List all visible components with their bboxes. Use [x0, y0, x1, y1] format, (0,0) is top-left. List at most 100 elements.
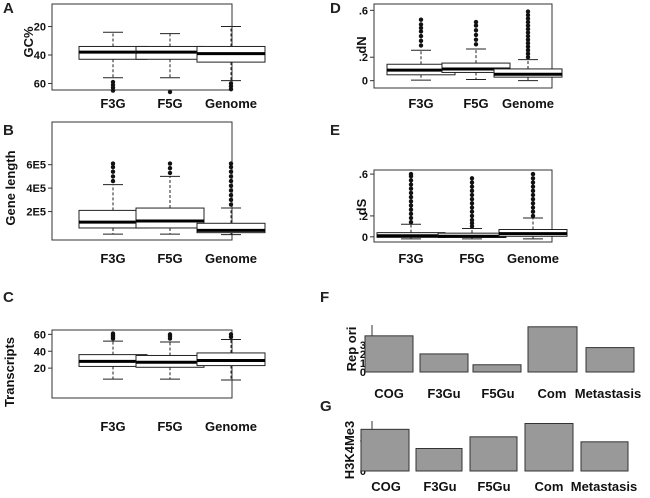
panel-b-ytick-label: 2E5 [26, 207, 46, 219]
panel-e-ytick-label: 0 [362, 232, 368, 244]
panel-b-ytick-label: 6E5 [26, 160, 46, 172]
panel-e-ytick-label: .6 [359, 169, 368, 181]
panel-d-ylabel: dN [354, 36, 369, 53]
panel-d-outlier [473, 32, 479, 38]
panel-e-outlier [408, 178, 414, 183]
panel-e-outlier [408, 171, 414, 177]
panel-f-ylabel: Rep ori [344, 327, 359, 372]
panel-e-outlier [408, 199, 414, 204]
panel-e-frame [373, 169, 553, 243]
panel-e-outlier [469, 217, 475, 223]
panel-c-outlier [110, 331, 116, 336]
panel-d-outlier [418, 25, 424, 31]
panel-b-box [135, 207, 205, 229]
panel-e-outlier [530, 176, 536, 181]
panel-b-outlier [228, 169, 234, 174]
panel-d-category-label: F5G [463, 96, 488, 111]
panel-e-outlier [408, 215, 414, 221]
panel-d-outlier [473, 19, 479, 25]
panel-d-outlier [525, 12, 531, 18]
panel-b-outlier [228, 164, 234, 170]
panel-a-outlier [228, 86, 234, 92]
panel-b-outlier [228, 197, 234, 203]
panel-b-category-label: Genome [205, 251, 257, 266]
panel-e-outlier [408, 203, 414, 208]
panel-f-category-label: F3Gu [427, 386, 460, 401]
panel-f-ytick-label: 2 [360, 349, 366, 361]
panel-f-bar [527, 326, 578, 373]
panel-d-outlier [525, 23, 531, 28]
panel-b-outlier [228, 161, 234, 166]
panel-d-outlier [418, 38, 424, 44]
panel-d-outlier [525, 47, 531, 53]
panel-b-outlier [228, 178, 234, 184]
panel-d-outlier [525, 9, 531, 14]
panel-e-outlier [530, 209, 536, 214]
panel-g-bar [415, 448, 463, 472]
panel-a-category-label: Genome [205, 96, 257, 111]
panel-b-ylabel: Gene length [3, 150, 18, 225]
panel-c-ytick-label: 20 [34, 363, 46, 375]
panel-e-outlier [469, 201, 475, 206]
panel-c-ytick-label: 40 [34, 346, 46, 358]
panel-e-outlier [530, 201, 536, 206]
panel-b-outlier [167, 166, 173, 171]
panel-e-outlier [469, 209, 475, 214]
panel-g-ytick-label: 0 [360, 466, 366, 478]
panel-d-outlier [473, 28, 479, 33]
panel-d-category-label: F3G [408, 96, 433, 111]
panel-c-category-label: F5G [157, 419, 182, 434]
panel-g-bar [469, 436, 518, 472]
panel-e-outlier [408, 211, 414, 217]
panel-c-category-label: F3G [100, 419, 125, 434]
panel-b-label: B [3, 122, 14, 139]
panel-e-label: E [330, 122, 340, 139]
panel-b-outlier [228, 183, 234, 188]
panel-d-ytick-label: .6 [359, 5, 368, 17]
panel-e-ylabel: dS [354, 198, 369, 215]
panel-e-outlier [469, 196, 475, 202]
panel-f-bar [364, 335, 414, 373]
panel-e-category-label: F5G [459, 251, 484, 266]
panel-c-outlier [167, 332, 173, 337]
panel-e-outlier [408, 190, 414, 196]
panel-b-outlier [228, 192, 234, 198]
panel-b-outlier [110, 164, 116, 170]
panel-d-ytick-label: 0 [362, 76, 368, 88]
panel-d-outlier [525, 30, 531, 35]
panel-d-outlier [418, 22, 424, 27]
panel-d-outlier [525, 37, 531, 42]
panel-c-ylabel: Transcripts [2, 337, 17, 407]
panel-d-category-label: Genome [502, 96, 554, 111]
panel-e-category-label: Genome [507, 251, 559, 266]
panel-e-outlier [530, 171, 536, 177]
panel-b-ytick-label: 4E5 [26, 183, 46, 195]
panel-f-ytick-label: 3 [360, 340, 366, 352]
panel-f-category-label: COG [374, 386, 404, 401]
panel-f-category-label: Metastasis [575, 386, 641, 401]
panel-d-frame [373, 3, 553, 89]
panel-e-outlier [469, 224, 475, 229]
panel-e-outlier [530, 180, 536, 185]
panel-e-outlier [408, 207, 414, 212]
panel-b-outlier [110, 161, 116, 166]
panel-e-outlier [408, 194, 414, 200]
panel-a-label: A [3, 0, 14, 17]
panel-e-outlier [469, 192, 475, 198]
panel-e-outlier [469, 184, 475, 189]
panel-e-outlier [469, 180, 475, 185]
panel-b-outlier [110, 178, 116, 184]
panel-g-category-label: Com [535, 479, 564, 494]
panel-g-bar [580, 441, 629, 472]
panel-g-ylabel: H3K4Me3 [342, 421, 357, 480]
panel-a-ytick-label: 40 [34, 50, 46, 62]
panel-f-bar [472, 364, 522, 373]
panel-e-outlier [408, 186, 414, 191]
panel-f-ytick-label: 1 [360, 358, 366, 370]
panel-f-bar [585, 347, 635, 373]
panel-d-outlier [525, 16, 531, 21]
panel-e-outlier [530, 188, 536, 194]
panel-a-outlier [167, 89, 173, 95]
panel-d-ytick-label: .2 [359, 52, 368, 64]
